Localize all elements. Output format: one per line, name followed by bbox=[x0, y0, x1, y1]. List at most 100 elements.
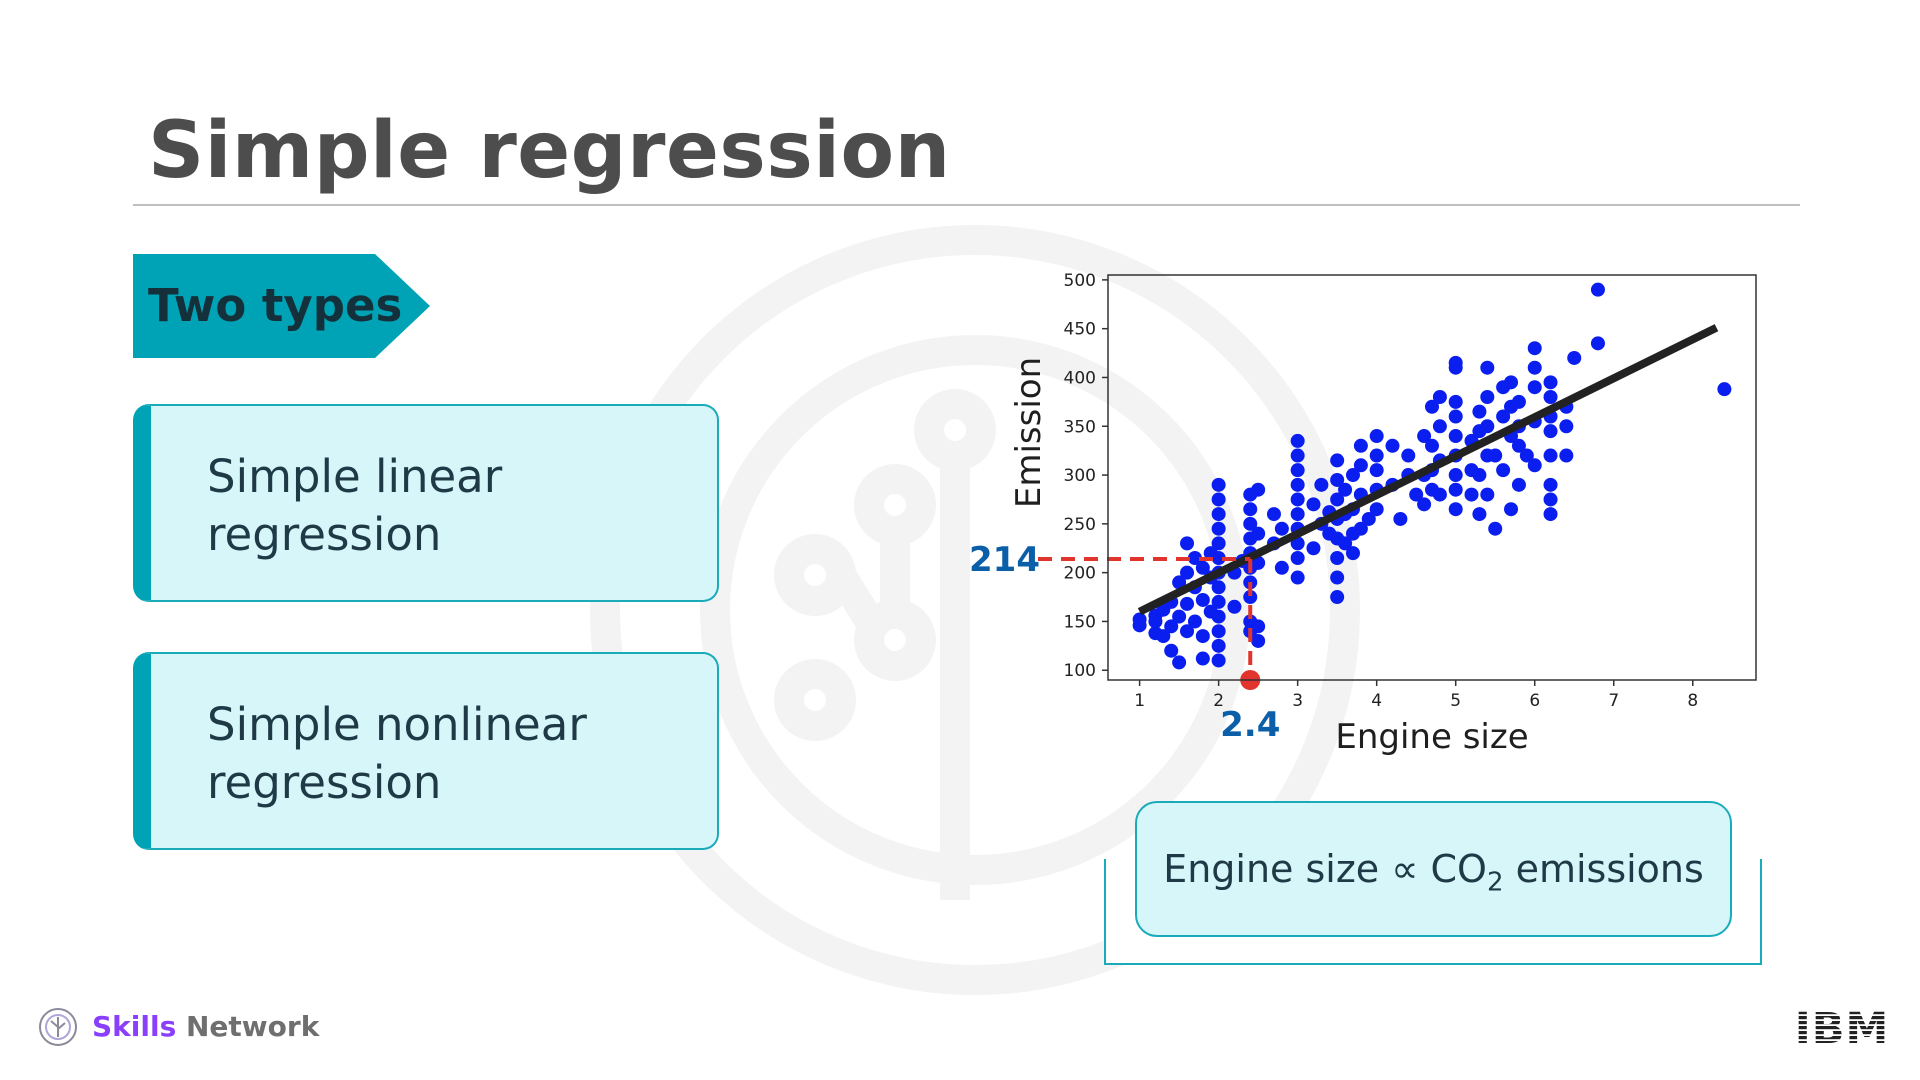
y-tick-label: 450 bbox=[1064, 320, 1096, 340]
x-tick-label: 4 bbox=[1371, 691, 1382, 711]
data-point bbox=[1353, 521, 1368, 536]
data-point bbox=[1290, 570, 1305, 585]
brand-network: Network bbox=[176, 1010, 320, 1043]
y-tick-label: 500 bbox=[1064, 271, 1096, 291]
data-point bbox=[1590, 282, 1605, 297]
data-point bbox=[1717, 382, 1732, 397]
card-label: Simple nonlinear regression bbox=[207, 696, 687, 812]
data-point bbox=[1519, 448, 1534, 463]
data-point bbox=[1527, 360, 1542, 375]
data-point bbox=[1527, 341, 1542, 356]
data-point bbox=[1195, 560, 1210, 575]
data-point bbox=[1345, 468, 1360, 483]
data-point bbox=[1448, 409, 1463, 424]
data-point bbox=[1480, 389, 1495, 404]
data-point bbox=[1511, 477, 1526, 492]
data-point bbox=[1180, 596, 1195, 611]
data-point bbox=[1330, 570, 1345, 585]
data-point bbox=[1211, 653, 1226, 668]
data-point bbox=[1432, 419, 1447, 434]
data-point bbox=[1290, 492, 1305, 507]
data-point bbox=[1172, 655, 1187, 670]
x-tick-label: 6 bbox=[1529, 691, 1540, 711]
x-axis-label: Engine size bbox=[1335, 717, 1528, 757]
data-point bbox=[1330, 472, 1345, 487]
annotation-x-value: 2.4 bbox=[1220, 705, 1280, 745]
title-divider bbox=[133, 204, 1800, 206]
data-point bbox=[1480, 360, 1495, 375]
data-point bbox=[1385, 438, 1400, 453]
data-point bbox=[1496, 409, 1511, 424]
data-point bbox=[1369, 502, 1384, 517]
data-point bbox=[1417, 497, 1432, 512]
data-point bbox=[1448, 394, 1463, 409]
data-point bbox=[1353, 458, 1368, 473]
data-point bbox=[1172, 575, 1187, 590]
data-point bbox=[1504, 502, 1519, 517]
data-point bbox=[1180, 565, 1195, 580]
data-point bbox=[1290, 448, 1305, 463]
data-point bbox=[1425, 438, 1439, 453]
equation-left: Engine size ∝ CO bbox=[1163, 847, 1487, 891]
data-point bbox=[1432, 389, 1447, 404]
data-point bbox=[1195, 651, 1210, 666]
data-point bbox=[1290, 463, 1305, 478]
data-point bbox=[1543, 375, 1558, 390]
x-tick-label: 3 bbox=[1292, 691, 1303, 711]
data-point bbox=[1511, 394, 1526, 409]
data-point bbox=[1425, 399, 1439, 414]
data-point bbox=[1480, 487, 1495, 502]
data-point bbox=[1251, 619, 1266, 634]
card-line-2: regression bbox=[207, 508, 442, 561]
data-point bbox=[1211, 594, 1226, 609]
data-point bbox=[1211, 536, 1226, 551]
data-point bbox=[1211, 609, 1226, 624]
data-point bbox=[1187, 551, 1202, 566]
data-point bbox=[1448, 429, 1463, 444]
data-point bbox=[1480, 419, 1495, 434]
data-point bbox=[1448, 502, 1463, 517]
y-axis-label: Emission bbox=[1009, 357, 1049, 508]
data-point bbox=[1448, 468, 1463, 483]
data-point bbox=[1511, 438, 1526, 453]
x-tick-label: 7 bbox=[1608, 691, 1619, 711]
data-point bbox=[1361, 511, 1376, 526]
y-tick-label: 400 bbox=[1064, 368, 1096, 388]
data-point bbox=[1464, 487, 1479, 502]
data-point bbox=[1393, 511, 1408, 526]
equation-box: Engine size ∝ CO2 emissions bbox=[1135, 801, 1732, 937]
data-point bbox=[1187, 614, 1202, 629]
data-point bbox=[1274, 521, 1289, 536]
data-point bbox=[1306, 541, 1321, 556]
card-line-1: Simple linear bbox=[207, 450, 503, 503]
data-point bbox=[1590, 336, 1605, 351]
data-point bbox=[1251, 633, 1266, 648]
tag-label: Two types bbox=[148, 279, 403, 332]
data-point bbox=[1195, 629, 1210, 644]
data-point bbox=[1353, 438, 1368, 453]
data-point bbox=[1369, 448, 1384, 463]
card-simple-nonlinear-regression: Simple nonlinear regression bbox=[133, 652, 719, 850]
data-point bbox=[1496, 463, 1511, 478]
data-point bbox=[1180, 624, 1195, 639]
data-points bbox=[1132, 282, 1732, 670]
data-point bbox=[1472, 507, 1487, 522]
data-point bbox=[1211, 624, 1226, 639]
x-tick-label: 8 bbox=[1687, 691, 1698, 711]
data-point bbox=[1251, 482, 1266, 497]
equation-text: Engine size ∝ CO2 emissions bbox=[1137, 803, 1730, 949]
data-point bbox=[1172, 609, 1187, 624]
data-point bbox=[1211, 638, 1226, 653]
skills-network-icon bbox=[39, 1008, 77, 1046]
data-point bbox=[1330, 551, 1345, 566]
data-point bbox=[1488, 521, 1503, 536]
data-point bbox=[1164, 643, 1179, 658]
card-label: Simple linear regression bbox=[207, 448, 687, 564]
x-tick-label: 1 bbox=[1134, 691, 1145, 711]
data-point bbox=[1180, 536, 1195, 551]
equation-right: emissions bbox=[1503, 847, 1704, 891]
data-point bbox=[1567, 350, 1582, 365]
data-point bbox=[1211, 507, 1226, 522]
data-point bbox=[1543, 477, 1558, 492]
data-point bbox=[1472, 468, 1487, 483]
